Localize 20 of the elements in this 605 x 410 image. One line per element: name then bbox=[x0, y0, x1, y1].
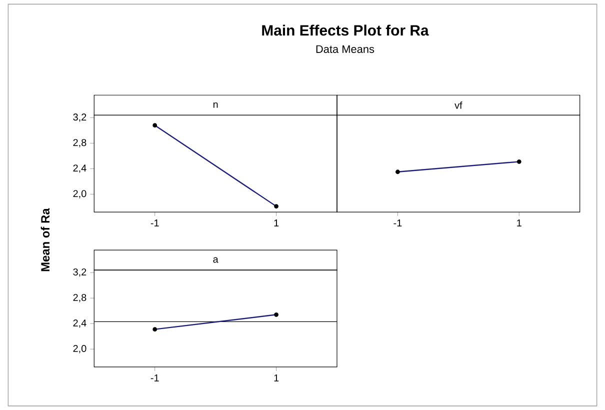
y-tick-label: 2,8 bbox=[73, 294, 86, 302]
chart-title: n bbox=[213, 102, 218, 108]
x-tick-label: -1 bbox=[150, 220, 159, 226]
text: Data Means bbox=[316, 45, 374, 53]
x-tick-label: 1 bbox=[274, 374, 279, 382]
y-tick-label: 3,2 bbox=[73, 113, 86, 122]
chart-title: a bbox=[213, 257, 218, 263]
x-tick-label: -1 bbox=[150, 374, 159, 382]
y-tick-label: 2,0 bbox=[73, 344, 86, 354]
y-tick-label: 3,2 bbox=[73, 268, 86, 277]
y-tick-label: 2,4 bbox=[73, 164, 86, 173]
x-tick-label: 1 bbox=[274, 220, 279, 226]
x-tick-label: -1 bbox=[394, 220, 402, 226]
chart-title: vf bbox=[454, 101, 462, 109]
text: Mean of Ra bbox=[40, 208, 50, 272]
y-tick-label: 2,4 bbox=[73, 319, 86, 328]
text: Main Effects Plot for Ra bbox=[262, 24, 429, 36]
y-tick-label: 2,0 bbox=[73, 190, 86, 198]
x-tick-label: 1 bbox=[517, 220, 522, 226]
y-tick-label: 2,8 bbox=[73, 139, 86, 148]
